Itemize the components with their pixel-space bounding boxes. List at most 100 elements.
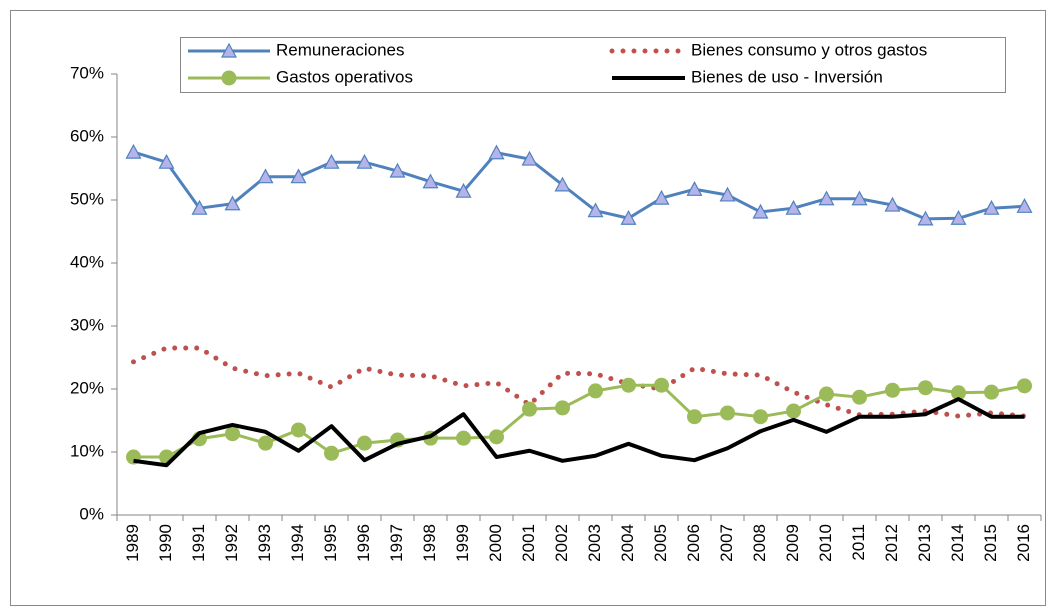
marker <box>620 210 637 225</box>
x-tick-label: 2009 <box>783 524 802 562</box>
marker <box>422 173 439 189</box>
marker <box>852 389 867 405</box>
legend: Remuneraciones Bienes consumo y otros gas… <box>180 37 1006 93</box>
marker <box>455 182 472 198</box>
x-tick-label: 2001 <box>519 524 538 562</box>
marker <box>521 150 538 166</box>
x-tick-label: 2000 <box>486 524 505 562</box>
legend-label: Remuneraciones <box>276 40 405 59</box>
marker <box>456 430 471 446</box>
x-tick-label: 1995 <box>321 524 340 562</box>
marker <box>1016 198 1033 213</box>
x-tick-label: 2013 <box>915 524 934 562</box>
legend-label: Bienes consumo y otros gastos <box>691 40 927 59</box>
legend-box <box>180 37 1006 93</box>
legend-label: Bienes de uso - Inversión <box>691 67 883 86</box>
y-tick-label: 60% <box>70 126 104 145</box>
marker <box>884 196 901 212</box>
y-tick-label: 20% <box>70 378 104 397</box>
x-tick-label: 2012 <box>882 524 901 562</box>
x-tick-label: 2014 <box>948 524 967 562</box>
x-tick-label: 1990 <box>156 524 175 562</box>
x-tick-label: 2007 <box>717 524 736 562</box>
marker <box>221 70 237 86</box>
x-tick-label: 2011 <box>849 524 868 561</box>
marker <box>291 422 306 438</box>
marker <box>818 190 835 206</box>
marker <box>125 143 142 159</box>
y-tick-label: 40% <box>70 252 104 271</box>
marker <box>220 42 238 58</box>
marker <box>357 435 372 451</box>
series-line <box>133 150 1025 221</box>
marker <box>588 383 603 399</box>
marker <box>720 405 735 421</box>
x-tick-label: 1996 <box>354 524 373 562</box>
x-tick-label: 2005 <box>651 524 670 562</box>
marker <box>753 409 768 425</box>
marker <box>752 203 769 219</box>
marker <box>917 210 934 226</box>
marker <box>290 168 307 184</box>
x-tick-label: 1998 <box>420 524 439 562</box>
marker <box>918 380 933 396</box>
marker <box>257 168 274 184</box>
series-line <box>133 383 1025 459</box>
x-tick-label: 2003 <box>585 524 604 562</box>
marker <box>225 426 240 442</box>
y-tick-label: 10% <box>70 441 104 460</box>
y-tick-label: 70% <box>70 63 104 82</box>
marker <box>356 153 373 169</box>
marker <box>851 190 868 206</box>
marker <box>587 202 604 218</box>
marker <box>984 384 999 400</box>
marker <box>885 382 900 398</box>
x-tick-label: 1991 <box>189 524 208 562</box>
marker <box>950 210 967 225</box>
x-tick-label: 1994 <box>288 524 307 562</box>
x-tick-label: 1989 <box>123 524 142 562</box>
marker <box>654 377 669 393</box>
series-line <box>131 345 1027 419</box>
marker <box>389 162 406 178</box>
marker <box>951 385 966 401</box>
marker <box>621 377 636 393</box>
marker <box>786 403 801 419</box>
series-line <box>133 397 1025 468</box>
marker <box>686 181 703 196</box>
x-tick-label: 2002 <box>552 524 571 562</box>
y-tick-label: 50% <box>70 189 104 208</box>
x-tick-label: 1997 <box>387 524 406 562</box>
y-tick-label: 0% <box>79 504 104 523</box>
x-tick-label: 1993 <box>255 524 274 562</box>
marker <box>323 153 340 169</box>
marker <box>719 186 736 202</box>
marker <box>555 400 570 416</box>
marker <box>1017 378 1032 394</box>
marker <box>158 153 175 169</box>
marker <box>224 195 241 211</box>
marker <box>522 401 537 417</box>
marker <box>983 199 1000 215</box>
x-tick-label: 1992 <box>222 524 241 562</box>
marker <box>819 386 834 402</box>
y-tick-label: 30% <box>70 315 104 334</box>
x-tick-label: 2010 <box>816 524 835 562</box>
marker <box>554 176 571 192</box>
x-tick-label: 2006 <box>684 524 703 562</box>
x-tick-label: 2015 <box>981 524 1000 562</box>
marker <box>191 199 208 215</box>
marker <box>653 189 670 205</box>
legend-label: Gastos operativos <box>276 67 413 86</box>
marker <box>489 429 504 445</box>
marker <box>258 435 273 451</box>
x-tick-label: 2008 <box>750 524 769 562</box>
x-tick-label: 1999 <box>453 524 472 562</box>
marker <box>785 199 802 215</box>
marker <box>324 445 339 461</box>
marker <box>687 409 702 425</box>
x-tick-label: 2004 <box>618 524 637 562</box>
x-tick-label: 2016 <box>1014 524 1033 562</box>
